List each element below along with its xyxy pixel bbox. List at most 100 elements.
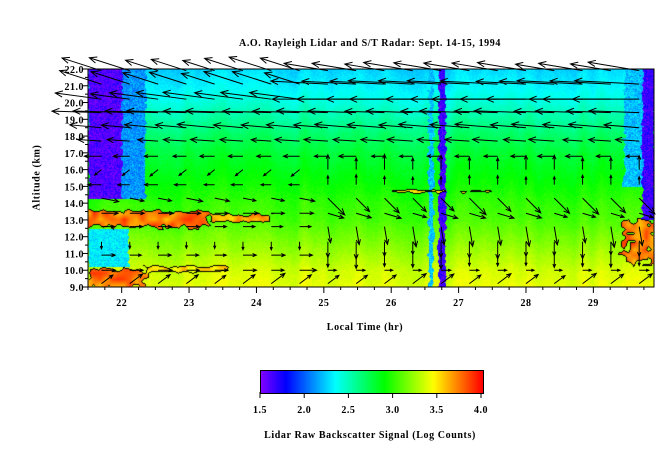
wind-arrow [474,78,527,86]
wind-arrow [469,268,481,272]
wind-arrow-path [154,121,187,130]
wind-arrow-path [271,253,287,258]
wind-arrow [610,212,626,219]
wind-arrow [124,59,159,72]
wind-arrow [292,121,328,130]
wind-arrow-path [453,154,470,159]
wind-arrow-path [249,137,272,143]
wind-arrow [186,274,200,285]
wind-arrow [231,70,272,85]
wind-arrow-path [300,78,357,86]
wind-arrow-path [343,107,385,116]
wind-arrow-path [158,253,173,258]
wind-arrow-path [331,136,357,144]
wind-arrow [158,210,175,216]
wind-arrow [158,268,174,273]
wind-arrow-path [255,154,272,159]
wind-arrow [354,173,358,185]
wind-arrow [398,154,413,159]
wind-arrow [100,122,130,130]
wind-arrow-path [383,226,390,246]
wind-arrow [242,197,258,202]
wind-arrow [299,211,315,216]
wind-arrow [450,60,498,72]
wind-arrow-path [524,255,528,267]
wind-arrow-path [214,211,230,216]
wind-arrow-path [637,255,641,267]
wind-arrow [554,212,569,219]
wind-arrow-path [76,136,102,144]
wind-arrow [410,255,415,269]
wind-arrow-path [101,210,120,216]
wind-arrow-path [121,169,131,177]
wind-arrow [567,121,611,129]
colorbar-tick-label: 2.0 [297,405,311,416]
wind-arrow-path [525,226,532,248]
wind-arrow-path [580,156,585,170]
wind-arrow-path [537,60,583,72]
wind-arrow-path [525,212,543,219]
wind-arrow-path [299,211,315,216]
wind-arrow [524,255,528,267]
wind-arrow [299,224,313,229]
wind-arrow-path [313,121,357,129]
wind-arrow [573,77,640,85]
wind-arrow [467,155,472,170]
wind-arrow [425,154,442,159]
x-tick-label: 24 [251,298,262,309]
wind-arrow [325,153,331,170]
wind-arrow-path [125,107,187,115]
wind-arrow-path [156,241,160,250]
wind-arrow-path [60,56,102,72]
wind-arrow-path [230,182,243,187]
wind-arrow [469,197,487,216]
wind-arrow [186,268,201,273]
x-tick-label: 29 [588,298,599,309]
wind-arrow-path [116,182,130,187]
wind-arrow-path [271,211,286,216]
wind-arrow-path [525,273,540,285]
wind-arrow-path [176,121,215,129]
wind-arrow-path [262,169,272,177]
lidar-heatmap [88,69,654,287]
wind-arrow [412,268,423,272]
wind-arrow-path [202,183,215,187]
wind-arrow [101,210,120,216]
wind-arrow [89,91,130,100]
wind-arrow [71,107,130,115]
wind-arrow-path [214,268,230,273]
wind-arrow [214,224,228,229]
wind-arrow-path [158,210,175,216]
wind-arrow [467,174,472,185]
wind-arrow-path [359,136,385,144]
wind-arrow [383,226,390,246]
wind-arrow-path [310,60,357,72]
wind-arrow-path [637,175,641,185]
wind-arrow [467,255,472,268]
wind-arrow-path [129,273,144,285]
wind-arrow [154,121,187,130]
wind-arrow-path [129,197,146,203]
y-tick-label: 18.0 [65,132,85,143]
wind-arrow [440,197,455,212]
y-tick-label: 10.0 [65,266,85,277]
wind-arrow-path [385,136,413,144]
wind-arrow-path [527,136,555,144]
wind-arrow [271,224,284,229]
wind-arrow-path [271,197,286,203]
y-tick-label: 16.0 [65,166,85,177]
wind-arrow-path [290,169,300,178]
wind-arrow-path [553,274,567,285]
wind-arrow [509,153,526,159]
wind-arrow-path [498,78,555,86]
wind-arrow-path [206,169,215,177]
y-tick-label: 22.0 [65,65,85,76]
wind-arrow [548,77,611,85]
wind-arrow-path [497,226,503,247]
wind-arrow [587,136,611,144]
wind-arrow [524,175,528,185]
wind-arrow [189,136,215,144]
wind-arrow [440,226,446,247]
wind-arrow-path [582,226,587,245]
wind-arrow [116,182,130,187]
